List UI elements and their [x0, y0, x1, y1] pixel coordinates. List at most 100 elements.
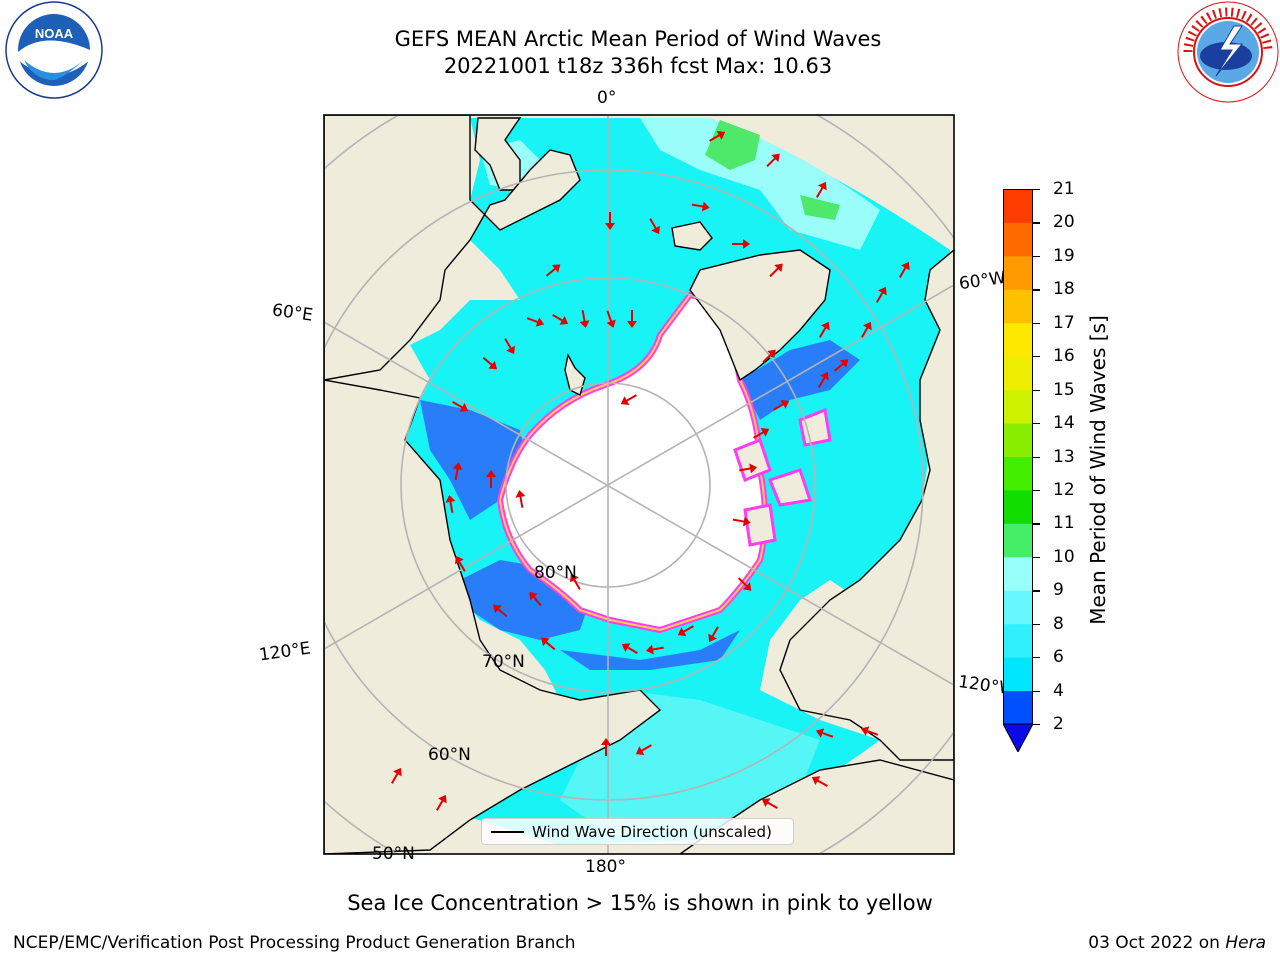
colorbar-tick-mark	[1033, 356, 1040, 358]
wind-wave-arrow	[570, 573, 581, 590]
colorbar-tick-label: 17	[1053, 312, 1075, 333]
colorbar-tick-label: 14	[1053, 413, 1075, 434]
footer-host: Hera	[1225, 933, 1266, 953]
wind-wave-arrow	[621, 643, 638, 654]
colorbar-label: Mean Period of Wind Waves [s]	[1086, 315, 1110, 625]
colorbar-bin	[1003, 322, 1033, 357]
colorbar-tick-mark	[1033, 289, 1040, 291]
wind-wave-arrow	[737, 577, 752, 591]
colorbar-tick-mark	[1033, 623, 1040, 625]
colorbar	[1003, 189, 1033, 752]
colorbar-bin	[1003, 423, 1033, 457]
map-legend: Wind Wave Direction (unscaled)	[481, 818, 794, 845]
colorbar-bin	[1003, 255, 1033, 290]
wind-wave-arrow	[860, 726, 879, 736]
colorbar-tick-label: 4	[1053, 680, 1064, 701]
colorbar-frame	[1003, 189, 1033, 725]
lat-label-80n: 80°N	[534, 563, 577, 583]
wind-wave-arrow	[833, 359, 849, 372]
wind-wave-arrow	[552, 314, 569, 325]
graticule	[324, 115, 954, 854]
chart-title: GEFS MEAN Arctic Mean Period of Wind Wav…	[394, 27, 882, 51]
wind-wave-arrow	[819, 321, 830, 338]
colorbar-bin	[1003, 489, 1033, 524]
wind-wave-arrow	[708, 626, 719, 643]
wind-wave-arrow	[811, 776, 828, 787]
wind-wave-arrow	[732, 516, 751, 527]
wind-wave-arrow	[455, 555, 466, 572]
colorbar-bin	[1003, 690, 1033, 725]
wind-wave-arrow	[606, 310, 616, 328]
wind-wave-arrow	[818, 371, 829, 388]
colorbar-bin	[1003, 356, 1033, 391]
wind-wave-arrow	[645, 644, 664, 655]
wind-wave-arrow	[545, 264, 561, 277]
colorbar-tick-label: 9	[1053, 580, 1064, 601]
colorbar-tick-mark	[1033, 456, 1040, 458]
wind-wave-arrow	[391, 767, 402, 784]
map-frame	[323, 114, 955, 855]
colorbar-tick-label: 10	[1053, 546, 1075, 567]
footer-credit: NCEP/EMC/Verification Post Processing Pr…	[13, 933, 576, 953]
wind-wave-arrows	[391, 131, 910, 811]
wind-wave-arrow	[627, 310, 637, 328]
wind-wave-arrow	[762, 349, 776, 364]
wind-wave-arrow	[769, 263, 783, 278]
wind-wave-arrow	[452, 401, 469, 412]
colorbar-bin	[1003, 590, 1033, 625]
wind-wave-arrow	[452, 462, 463, 481]
wind-wave-arrow	[899, 261, 910, 278]
wind-wave-arrow	[753, 428, 770, 439]
lat-label-70n: 70°N	[482, 652, 525, 672]
colorbar-bin	[1003, 456, 1033, 491]
wind-wave-arrow	[766, 153, 780, 168]
colorbar-bin	[1003, 189, 1033, 223]
colorbar-tick-label: 15	[1053, 379, 1075, 400]
lat-label-60n: 60°N	[428, 745, 471, 765]
land-masses	[324, 115, 954, 854]
colorbar-tick-label: 19	[1053, 245, 1075, 266]
colorbar-tick-mark	[1033, 423, 1040, 425]
wind-wave-arrow	[876, 286, 887, 303]
colorbar-bin	[1003, 222, 1033, 257]
colorbar-under-triangle	[1003, 723, 1033, 752]
colorbar-bin	[1003, 389, 1033, 424]
wind-wave-arrow	[605, 212, 615, 230]
legend-label: Wind Wave Direction (unscaled)	[532, 823, 772, 841]
wind-wave-arrow	[504, 338, 515, 355]
colorbar-tick-mark	[1033, 590, 1040, 592]
wind-wave-arrow	[526, 317, 545, 327]
colorbar-bin	[1003, 657, 1033, 692]
wind-wave-arrow	[436, 794, 447, 811]
colorbar-tick-label: 8	[1053, 613, 1064, 634]
colorbar-tick-label: 18	[1053, 279, 1075, 300]
sea-ice-caption: Sea Ice Concentration > 15% is shown in …	[347, 891, 933, 915]
colorbar-tick-label: 16	[1053, 346, 1075, 367]
wind-wave-arrow	[815, 728, 834, 738]
wind-wave-arrow	[445, 494, 456, 513]
colorbar-tick-mark	[1033, 690, 1040, 692]
lat-label-50n: 50°N	[372, 844, 415, 864]
colorbar-tick-label: 21	[1053, 179, 1075, 199]
wind-wave-arrow	[529, 591, 542, 607]
wind-wave-arrow	[635, 744, 652, 755]
wind-wave-arrow	[601, 738, 611, 756]
wind-wave-arrow	[620, 394, 637, 405]
colorbar-tick-mark	[1033, 389, 1040, 391]
noaa-text: NOAA	[35, 26, 74, 41]
colorbar-bin	[1003, 623, 1033, 658]
lon-label-180: 180°	[585, 857, 626, 877]
colorbar-tick-mark	[1033, 489, 1040, 492]
wind-wave-arrow	[709, 131, 726, 142]
colorbar-tick-label: 20	[1053, 212, 1075, 233]
colorbar-tick-mark	[1033, 556, 1040, 559]
nws-logo	[1177, 1, 1279, 103]
wind-wave-arrow	[540, 637, 556, 651]
lon-label-0: 0°	[597, 88, 617, 108]
wind-wave-arrow	[739, 463, 758, 474]
wind-wave-arrow	[861, 321, 872, 338]
colorbar-tick-label: 2	[1053, 714, 1064, 734]
wind-wave-arrow	[579, 310, 590, 329]
chart-subtitle: 20221001 t18z 336h fcst Max: 10.63	[443, 54, 833, 78]
